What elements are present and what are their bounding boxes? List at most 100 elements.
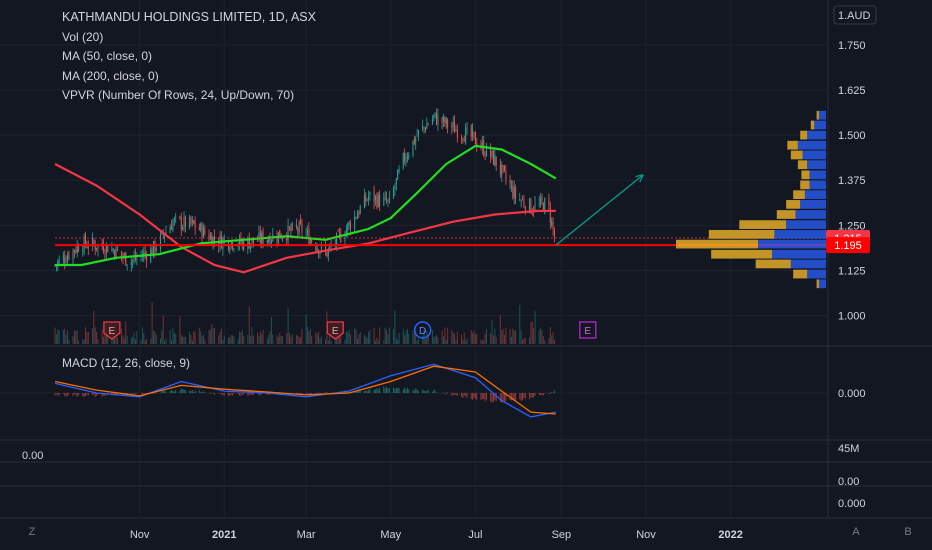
macd-histogram-bar [190, 390, 192, 393]
macd-histogram-bar [229, 393, 231, 397]
volume-bar [441, 330, 443, 344]
macd-histogram-bar [388, 388, 390, 393]
volume-bar [214, 327, 216, 344]
candle-body [305, 233, 307, 235]
candle-body [230, 241, 232, 247]
candle-body [405, 158, 407, 164]
macd-histogram-bar [96, 393, 98, 396]
candle-body [338, 232, 340, 234]
volume-bar [161, 330, 163, 344]
candle-body [441, 117, 443, 123]
volume-bar [311, 335, 313, 344]
candle-body [115, 247, 117, 260]
volume-bar [376, 337, 378, 344]
volume-bar [398, 332, 400, 344]
macd-histogram-bar [76, 393, 78, 397]
macd-legend[interactable]: MACD (12, 26, close, 9) [62, 356, 191, 370]
volume-bar [492, 335, 494, 344]
candle-body [182, 227, 184, 230]
candle-body [97, 244, 99, 250]
candle-body [436, 113, 438, 125]
volume-bar [103, 336, 105, 344]
earnings-marker [326, 321, 344, 340]
volume-bar [437, 337, 439, 344]
candle-body [344, 236, 346, 241]
volume-bar [395, 338, 397, 344]
volume-bar [73, 330, 75, 344]
candle-body [251, 237, 253, 245]
auto-scale-button[interactable]: A [852, 526, 860, 538]
volume-bar [198, 327, 200, 344]
volume-bar [406, 328, 408, 344]
volume-bar [524, 337, 526, 344]
candle-body [379, 194, 381, 207]
volume-bar [194, 331, 196, 344]
volume-bar [472, 332, 474, 344]
legend-ma200[interactable]: MA (200, close, 0) [62, 68, 159, 83]
macd-histogram-bar [484, 393, 486, 402]
candle-body [402, 153, 404, 168]
candle-body [445, 117, 447, 124]
macd-histogram-bar [490, 393, 492, 402]
candle-body [433, 114, 435, 118]
macd-histogram-bar [202, 391, 204, 393]
macd-histogram-bar [548, 393, 550, 394]
candle-body [470, 125, 472, 137]
macd-histogram-bar [93, 393, 95, 395]
volume-bar [282, 336, 284, 344]
candle-body [383, 197, 385, 206]
candle-body [540, 197, 542, 204]
macd-histogram-bar [368, 390, 370, 393]
candle-body [347, 223, 349, 231]
volume-bar [513, 330, 515, 344]
candle-body [386, 197, 388, 202]
legend-vpvr[interactable]: VPVR (Number Of Rows, 24, Up/Down, 70) [62, 88, 295, 102]
volume-bar [125, 321, 127, 344]
candle-body [369, 192, 371, 196]
vpvr-down-bar [800, 200, 826, 209]
macd-histogram-bar [326, 392, 328, 393]
candle-body [397, 169, 399, 180]
macd-histogram-bar [530, 393, 532, 398]
macd-histogram-bar [165, 391, 167, 393]
candle-body [269, 237, 271, 245]
macd-histogram-bar [466, 393, 468, 398]
y-tick-label: 1.250 [838, 220, 866, 232]
volume-bar [189, 331, 191, 344]
log-scale-button[interactable]: B [904, 526, 912, 538]
volume-bar [112, 339, 114, 344]
macd-histogram-bar [510, 393, 512, 401]
macd-histogram-bar [441, 392, 443, 394]
volume-bar [551, 335, 553, 344]
volume-bar [473, 330, 475, 344]
macd-histogram-bar [398, 388, 400, 393]
candle-body [336, 232, 338, 247]
candle-body [551, 220, 553, 226]
candle-body [191, 219, 193, 223]
volume-bar [394, 310, 396, 344]
volume-bar [104, 332, 106, 344]
legend-volume[interactable]: Vol (20) [62, 29, 104, 44]
volume-bar [530, 322, 532, 344]
price-label: 1.195 [834, 240, 862, 252]
legend-ma50[interactable]: MA (50, close, 0) [62, 49, 153, 63]
candle-body [214, 236, 216, 241]
candle-body [144, 252, 146, 254]
x-tick-label: Mar [297, 529, 316, 541]
volume-bar [412, 330, 414, 344]
zoom-button[interactable]: Z [28, 526, 36, 538]
macd-histogram-bar [541, 393, 543, 395]
macd-histogram-bar [232, 393, 234, 396]
volume-bar [180, 334, 182, 344]
macd-histogram-bar [531, 393, 533, 398]
candle-body [270, 240, 272, 243]
candle-body [552, 222, 554, 229]
volume-bar [211, 324, 213, 344]
volume-bar [485, 328, 487, 344]
volume-bar [222, 340, 224, 344]
candle-body [64, 257, 66, 263]
volume-bar [366, 337, 368, 344]
macd-histogram-bar [363, 390, 365, 393]
